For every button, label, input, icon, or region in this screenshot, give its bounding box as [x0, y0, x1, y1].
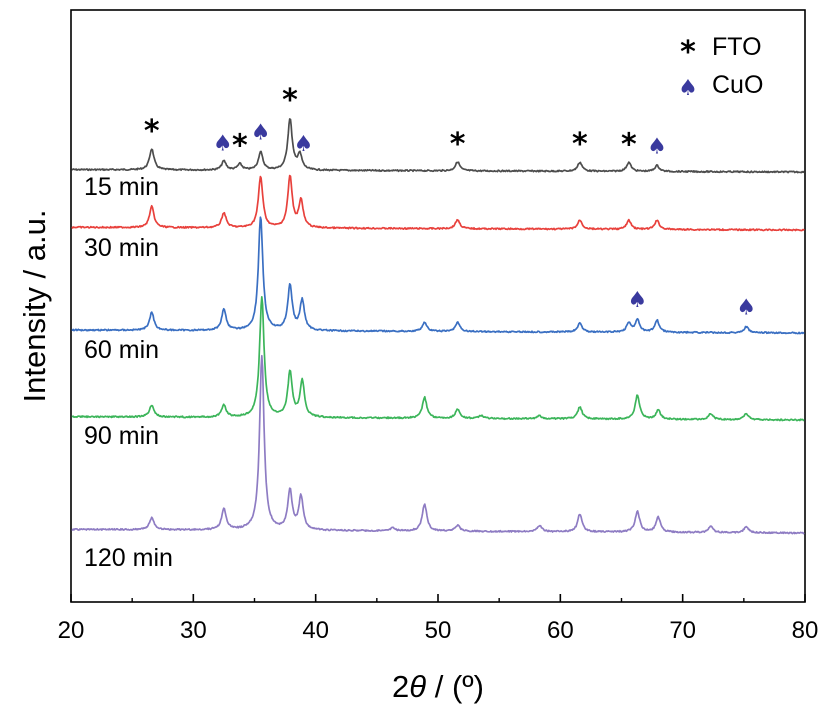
curve-label-1: 15 min: [84, 173, 159, 201]
cuo-marker-9: ♠: [647, 134, 667, 159]
fto-marker-7: *: [572, 127, 588, 162]
x-tick-label-3: 50: [425, 617, 452, 644]
x-tick-label-6: 80: [792, 617, 819, 644]
axes: 20 30 40 50 60 70 80 2θ / (º) Intensity / a.u.: [17, 210, 818, 705]
legend: * FTO ♠ CuO: [678, 33, 763, 101]
fto-marker-2: *: [232, 128, 248, 163]
fto-marker-6: *: [450, 127, 466, 162]
curve-label-2: 30 min: [84, 234, 159, 262]
curve-label-3: 60 min: [84, 336, 159, 364]
series-line-1: [71, 174, 805, 232]
cuo-marker-5: ♠: [294, 132, 314, 157]
cuo-marker-1: ♠: [213, 131, 233, 156]
series-curves: [71, 118, 805, 535]
cuo-marker-11: ♠: [736, 296, 756, 321]
series-line-4: [71, 354, 805, 535]
curve-label-5: 120 min: [84, 544, 173, 572]
x-tick-label-2: 40: [302, 617, 329, 644]
legend-cuo-label: CuO: [712, 71, 763, 99]
cuo-marker-3: ♠: [251, 121, 271, 146]
series-line-2: [71, 216, 805, 335]
x-tick-label-0: 20: [58, 617, 85, 644]
peak-markers: * ♠ * ♠*♠ * * * ♠♠ ♠: [144, 83, 756, 321]
curve-labels: 15 min 30 min 60 min 90 min 120 min: [84, 173, 173, 572]
fto-marker-4: *: [282, 83, 298, 118]
x-tick-label-4: 60: [547, 617, 574, 644]
x-axis-title: 2θ / (º): [392, 669, 484, 704]
series-line-3: [71, 295, 805, 422]
fto-marker-0: *: [144, 114, 160, 149]
series-line-0: [71, 118, 805, 174]
x-tick-label-5: 70: [669, 617, 696, 644]
curve-label-4: 90 min: [84, 422, 159, 450]
legend-fto-symbol: *: [680, 35, 696, 70]
y-axis-title: Intensity / a.u.: [17, 210, 52, 403]
cuo-marker-10: ♠: [628, 288, 648, 313]
legend-cuo-symbol: ♠: [678, 76, 698, 101]
fto-marker-8: *: [621, 127, 637, 162]
x-tick-label-1: 30: [180, 617, 207, 644]
legend-fto-label: FTO: [712, 33, 762, 61]
